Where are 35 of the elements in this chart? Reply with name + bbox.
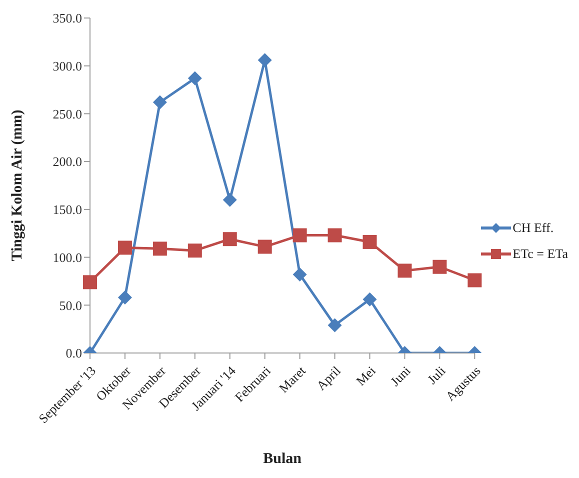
legend-label: ETc = ETa xyxy=(512,246,568,262)
point xyxy=(258,53,272,68)
x-tick-label: Juli xyxy=(424,362,449,387)
x-tick-label: Mei xyxy=(352,362,379,388)
point xyxy=(398,264,412,278)
y-tick-label: 300.0 xyxy=(52,58,82,74)
point xyxy=(468,273,482,288)
y-tick-label: 250.0 xyxy=(52,106,82,122)
y-axis-title: Tinggi Kolom Air (mm) xyxy=(9,110,26,262)
point xyxy=(328,228,342,242)
point xyxy=(188,71,202,86)
point xyxy=(152,95,167,110)
point xyxy=(328,318,342,332)
y-tick-label: 350.0 xyxy=(52,10,82,26)
point xyxy=(152,242,167,256)
point xyxy=(362,234,377,249)
point xyxy=(222,232,237,246)
point xyxy=(292,228,307,242)
x-tick-label: Juni xyxy=(387,362,414,389)
point xyxy=(362,292,377,306)
legend-label: CH Eff. xyxy=(512,220,554,236)
x-axis-title: Bulan xyxy=(263,451,302,467)
point xyxy=(83,275,97,290)
point xyxy=(118,290,132,304)
y-tick-label: 150.0 xyxy=(52,202,82,218)
point xyxy=(188,244,202,258)
point xyxy=(432,260,447,274)
y-tick-label: 100.0 xyxy=(52,250,82,265)
y-tick-label: 50.0 xyxy=(59,298,82,313)
y-tick-label: 200.0 xyxy=(52,154,82,170)
point xyxy=(258,240,272,254)
point xyxy=(292,268,307,282)
point xyxy=(118,240,132,255)
point xyxy=(222,192,237,207)
y-tick-label: 0.0 xyxy=(66,346,82,361)
